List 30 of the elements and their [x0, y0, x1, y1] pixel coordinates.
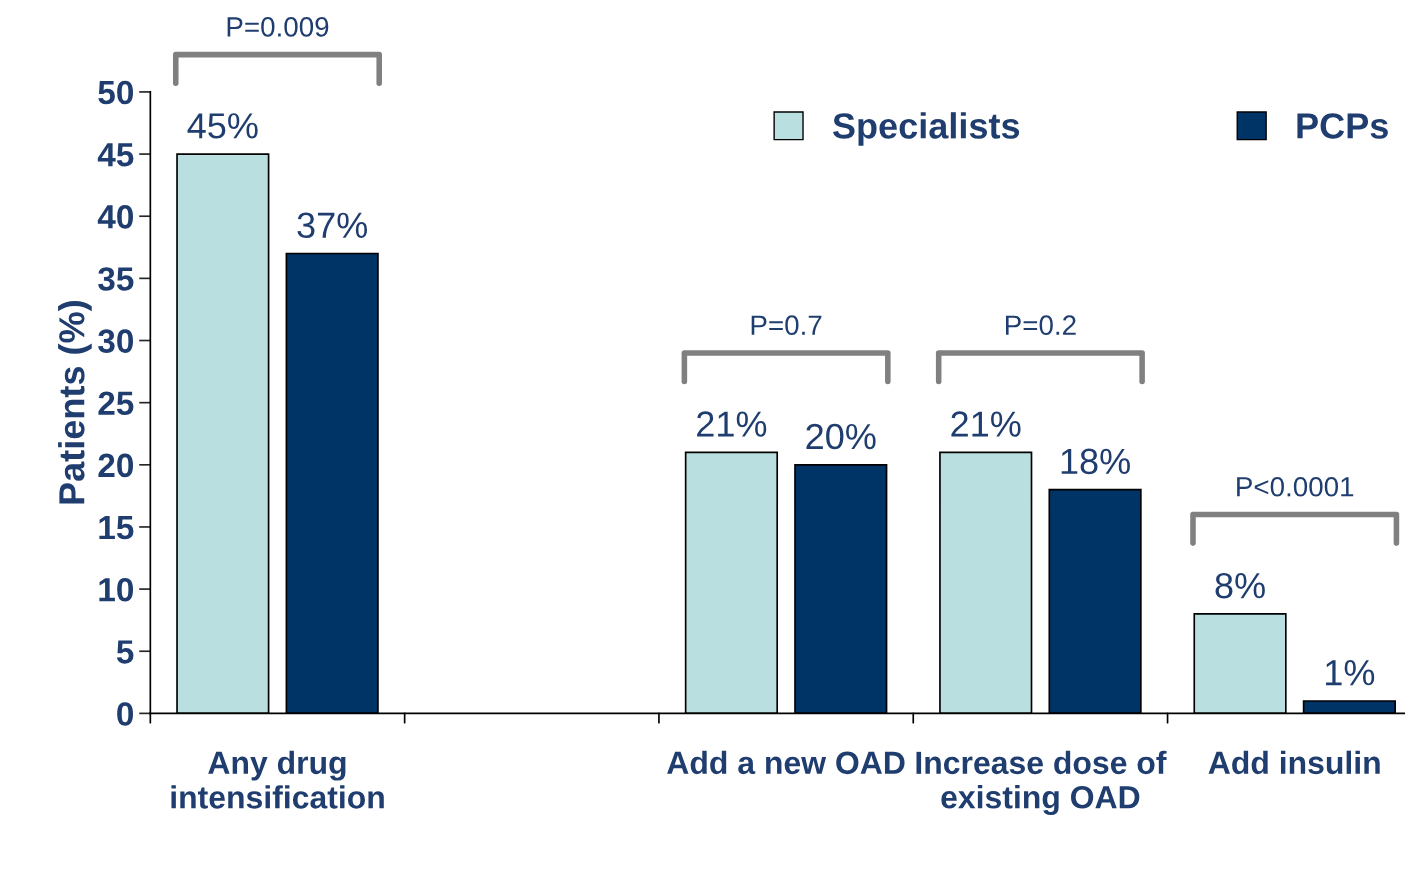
y-tick-label: 25: [98, 391, 134, 416]
data-label: 37%: [297, 212, 368, 239]
data-label: 20%: [806, 423, 876, 450]
x-tick-label: Any drug intensification: [171, 750, 384, 809]
y-tick-label: 0: [117, 702, 133, 726]
data-label: 21%: [697, 411, 767, 437]
annotation: P=0.7: [751, 315, 822, 336]
x-tick-label: Increase dose of existing OAD: [916, 750, 1167, 815]
y-tick-label: 45: [97, 143, 134, 167]
text: P=0.009: [227, 17, 329, 37]
y-tick-label: 50: [98, 80, 133, 105]
y-axis-title: Patients (%): [58, 301, 92, 504]
y-tick-label: 30: [98, 329, 133, 353]
y-tick-label: 10: [99, 577, 133, 602]
data-label: 45%: [187, 113, 258, 139]
y-tick-label: 40: [97, 205, 133, 229]
y-tick-label: 15: [99, 516, 134, 540]
data-label: 21%: [951, 411, 1021, 437]
legend-label: Specialists: [832, 112, 1020, 146]
annotation: P=0.2: [1006, 315, 1076, 336]
legend-label: PCPs: [1297, 113, 1388, 139]
y-tick-label: 5: [116, 640, 134, 664]
annotation: P<0.0001: [1237, 476, 1354, 497]
y-tick-label: 20: [98, 453, 133, 478]
data-label: 18%: [1061, 448, 1130, 475]
x-tick-label: Add a new OAD: [667, 750, 905, 775]
y-tick-label: 35: [98, 267, 134, 291]
data-label: 1%: [1326, 660, 1375, 686]
x-tick-label: Add insulin: [1208, 750, 1380, 775]
data-label: 8%: [1215, 572, 1265, 599]
